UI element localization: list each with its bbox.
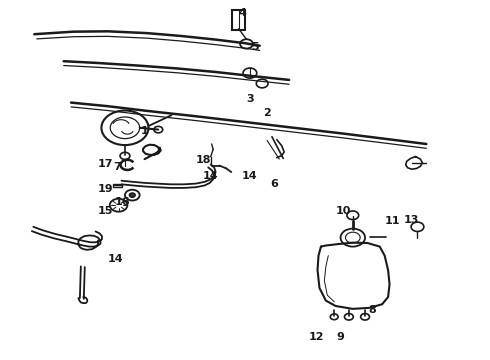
Text: 4: 4 <box>239 8 246 18</box>
Text: 14: 14 <box>107 254 123 264</box>
Text: 3: 3 <box>246 94 254 104</box>
Text: 18: 18 <box>196 155 211 165</box>
Text: 7: 7 <box>114 162 122 172</box>
Text: 11: 11 <box>384 216 400 226</box>
Text: 2: 2 <box>263 108 271 118</box>
Text: 13: 13 <box>404 215 419 225</box>
Circle shape <box>129 193 135 197</box>
Bar <box>232 10 245 30</box>
Text: 15: 15 <box>98 206 113 216</box>
Text: 12: 12 <box>308 332 324 342</box>
Text: 5: 5 <box>251 42 259 52</box>
Text: 1: 1 <box>141 126 148 136</box>
Text: 17: 17 <box>98 159 113 169</box>
Text: 10: 10 <box>335 206 351 216</box>
Text: 14: 14 <box>203 171 219 181</box>
Text: 14: 14 <box>242 171 258 181</box>
Text: 19: 19 <box>98 184 113 194</box>
Bar <box>113 184 122 187</box>
Text: 6: 6 <box>270 179 278 189</box>
Text: 8: 8 <box>368 305 376 315</box>
Text: 9: 9 <box>337 332 344 342</box>
Text: 16: 16 <box>115 197 130 207</box>
